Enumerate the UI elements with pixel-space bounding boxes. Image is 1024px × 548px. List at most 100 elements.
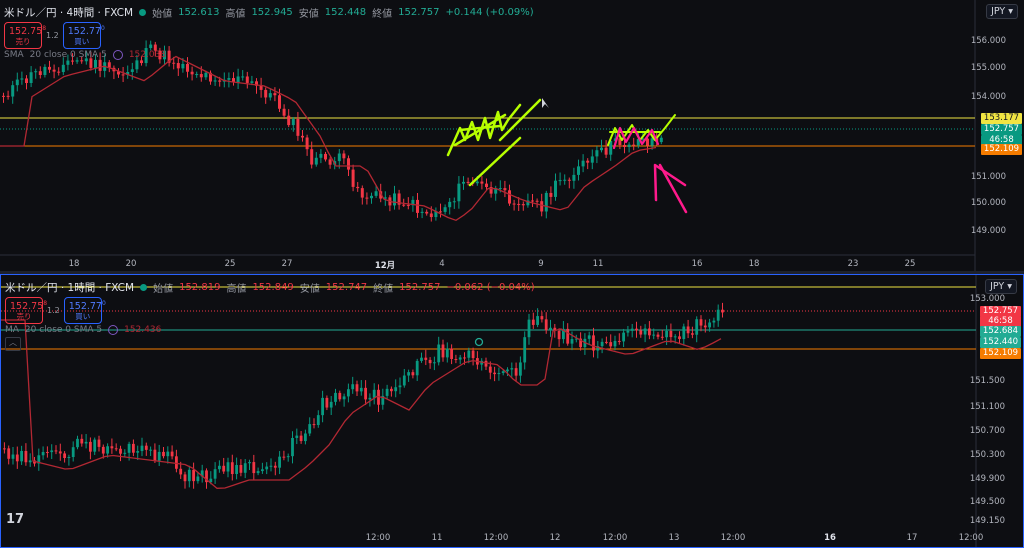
time-tick-label: 18 <box>68 259 80 269</box>
candle-body <box>592 335 595 351</box>
candle-body <box>20 78 24 80</box>
time-tick-label: 25 <box>224 259 236 269</box>
candle-body <box>153 44 157 51</box>
candle-body <box>660 336 664 338</box>
candle-body <box>230 462 234 475</box>
candle-body <box>239 465 243 473</box>
chart-pane-4h[interactable]: 米ドル／円 · 4時間 · FXCM 始値 152.613 高値 152.945 安… <box>0 0 1024 272</box>
candle-body <box>390 388 393 392</box>
candle-body <box>567 179 571 181</box>
price-tag: 152.440 <box>980 337 1021 348</box>
candle-body <box>544 192 548 212</box>
candle-body <box>618 138 622 145</box>
candle-body <box>656 334 660 337</box>
candle-body <box>136 451 140 453</box>
buy-button[interactable]: 152.770 買い <box>62 22 105 50</box>
candle-body <box>236 76 240 83</box>
candle-body <box>264 89 268 98</box>
candle-body <box>579 338 582 348</box>
candle-body <box>590 156 594 163</box>
candle-body <box>450 348 453 360</box>
symbol-label[interactable]: 米ドル／円 · 1時間 · FXCM <box>5 282 135 294</box>
candle-body <box>526 200 530 206</box>
mouse-cursor-icon <box>542 98 549 108</box>
time-tick-label: 12:00 <box>483 533 509 543</box>
collapse-legend-icon[interactable]: ︿ <box>5 337 21 351</box>
indicator-settings-icon[interactable] <box>112 50 123 60</box>
candle-body <box>241 76 245 78</box>
time-tick-label: 23 <box>847 259 859 269</box>
ohlc-low-label: 安値 <box>298 9 319 20</box>
sell-price: 152.75 <box>9 26 43 38</box>
price-tick-label: 149.500 <box>969 497 1005 507</box>
time-tick-label: 18 <box>748 259 760 269</box>
candle-body <box>213 469 217 479</box>
time-tick-label: 16 <box>824 533 836 543</box>
candle-body <box>119 448 122 454</box>
candle-body <box>273 465 277 468</box>
currency-selector[interactable]: JPY ▾ <box>985 279 1017 294</box>
candle-body <box>439 211 442 213</box>
candle-body <box>586 160 590 163</box>
candle-body <box>425 211 429 214</box>
candle-body <box>255 81 258 86</box>
buy-button[interactable]: 152.770 買い <box>63 297 106 325</box>
candle-body <box>57 71 61 73</box>
candle-body <box>11 454 15 459</box>
sell-button[interactable]: 152.758 売り <box>5 297 47 325</box>
price-tag: 152.109 <box>981 144 1022 155</box>
indicator-legend-4h[interactable]: SMA 20 close 0 SMA 5 152.038 <box>4 50 166 60</box>
candle-body <box>71 60 74 62</box>
candle-body <box>63 453 66 458</box>
candle-body <box>243 463 247 473</box>
ohlc-high-value: 152.849 <box>252 282 294 293</box>
candle-body <box>627 144 631 147</box>
indicator-params: 20 close 0 SMA 5 <box>24 325 103 335</box>
candle-body <box>58 451 62 454</box>
candle-body <box>570 339 574 344</box>
time-tick-label: 12:00 <box>720 533 746 543</box>
chart-canvas-4h[interactable] <box>0 0 1024 272</box>
candle-body <box>282 456 286 458</box>
candle-body <box>286 456 290 458</box>
price-tag: 152.757 <box>981 124 1022 135</box>
candle-body <box>347 389 350 397</box>
chart-pane-1h[interactable]: 米ドル／円 · 1時間 · FXCM 始値 152.819 高値 152.849 安… <box>0 274 1024 548</box>
time-tick-label: 4 <box>439 259 445 269</box>
symbol-label[interactable]: 米ドル／円 · 4時間 · FXCM <box>4 7 134 19</box>
candle-body <box>126 71 130 75</box>
candle-body <box>93 439 97 452</box>
candle-body <box>325 397 329 408</box>
pane-separator[interactable] <box>0 271 1024 274</box>
candle-body <box>609 140 613 155</box>
candle-body <box>462 181 465 184</box>
time-tick-label: 16 <box>691 259 703 269</box>
candle-body <box>80 438 84 444</box>
candle-body <box>227 78 231 80</box>
time-tick-label: 11 <box>592 259 604 269</box>
candle-body <box>359 387 363 392</box>
candle-body <box>448 201 452 208</box>
chart-canvas-1h[interactable] <box>1 275 1024 548</box>
annotation-line-green <box>607 114 676 146</box>
time-tick-label: 17 <box>906 533 918 543</box>
time-tick-label: 20 <box>125 259 137 269</box>
candle-body <box>370 195 373 199</box>
candle-body <box>441 344 445 358</box>
candle-body <box>299 435 303 442</box>
sell-button[interactable]: 152.758 売り <box>4 22 46 50</box>
indicator-settings-icon[interactable] <box>108 325 119 335</box>
currency-selector[interactable]: JPY ▾ <box>986 4 1018 19</box>
candle-body <box>686 326 690 334</box>
candle-body <box>312 424 316 426</box>
candle-body <box>245 76 249 83</box>
candle-body <box>110 446 114 449</box>
candle-body <box>508 190 511 204</box>
candle-body <box>175 456 178 469</box>
candle-body <box>669 330 673 338</box>
indicator-legend-1h[interactable]: MA 20 close 0 SMA 5 152.436 <box>5 325 161 335</box>
indicator-value: 152.436 <box>124 325 162 335</box>
price-tick-label: 150.300 <box>969 450 1005 460</box>
tradingview-logo[interactable]: 17 <box>6 512 25 527</box>
candle-body <box>695 319 699 335</box>
